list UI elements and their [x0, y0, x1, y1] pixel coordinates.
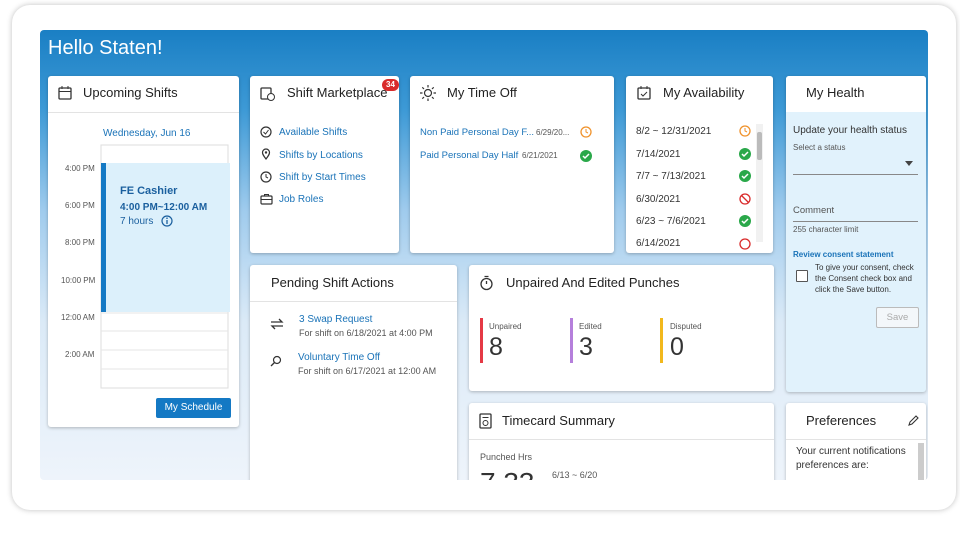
stat-bar — [570, 318, 573, 363]
timecard-icon — [479, 413, 492, 429]
consent-link[interactable]: Review consent statement — [793, 250, 894, 259]
card-title: Upcoming Shifts — [83, 85, 178, 100]
marketplace-link[interactable]: Job Roles — [279, 194, 324, 205]
upcoming-shifts-card: Upcoming Shifts Wednesday, Jun 16 4:00 P… — [48, 76, 239, 427]
time-off-item[interactable]: Paid Personal Day Half — [420, 150, 519, 161]
stat-label: Edited — [579, 322, 602, 331]
time-label: 4:00 PM — [65, 164, 95, 173]
marketplace-icon — [260, 87, 275, 101]
status-icons — [739, 125, 751, 250]
char-limit: 255 character limit — [793, 225, 859, 234]
punched-hours: 7.33 — [480, 467, 535, 480]
card-title: Preferences — [806, 413, 877, 428]
consent-checkbox[interactable] — [796, 270, 808, 282]
stat-value: 8 — [489, 333, 503, 361]
health-card: My Health Update your health status Sele… — [786, 76, 926, 392]
availability-item: 8/2 ~ 12/31/2021 — [636, 126, 712, 137]
punched-label: Punched Hrs — [480, 452, 533, 462]
timecard-card: Timecard Summary Punched Hrs 6/13 ~ 6/20… — [469, 403, 774, 480]
vto-icon — [270, 355, 282, 367]
marketplace-link[interactable]: Shifts by Locations — [279, 150, 363, 161]
time-label: 2:00 AM — [65, 350, 95, 359]
dropdown-arrow[interactable] — [905, 161, 913, 166]
shift-name: FE Cashier — [120, 185, 178, 197]
edit-icon[interactable] — [908, 415, 919, 426]
card-title: Pending Shift Actions — [271, 275, 394, 290]
preferences-card: Preferences Your current notifications p… — [786, 403, 926, 480]
time-off-date: 6/21/2021 — [522, 151, 558, 160]
stat-bar — [660, 318, 663, 363]
pending-action-detail: For shift on 6/18/2021 at 4:00 PM — [299, 328, 433, 338]
save-button[interactable]: Save — [876, 307, 919, 328]
scrollbar[interactable] — [756, 124, 763, 242]
calendar-icon — [58, 86, 72, 100]
card-title: Unpaired And Edited Punches — [506, 275, 680, 290]
shift-duration: 7 hours — [120, 216, 154, 227]
pending-action-detail: For shift on 6/17/2021 at 12:00 AM — [298, 366, 437, 376]
schedule-date: Wednesday, Jun 16 — [103, 128, 191, 139]
my-schedule-button[interactable]: My Schedule — [156, 398, 231, 418]
health-prompt: Update your health status — [793, 125, 907, 136]
card-title: My Availability — [663, 85, 745, 100]
availability-item: 6/23 ~ 7/6/2021 — [636, 216, 706, 227]
preferences-text: Your current notifications preferences a… — [796, 446, 906, 471]
stat-value: 0 — [670, 333, 684, 361]
pending-action-link[interactable]: 3 Swap Request — [299, 314, 373, 325]
stat-bar — [480, 318, 483, 363]
availability-item: 6/14/2021 — [636, 238, 681, 249]
card-title: Shift Marketplace — [287, 85, 388, 100]
calendar-check-icon — [637, 86, 651, 100]
swap-icon — [270, 318, 284, 330]
availability-card: My Availability 8/2 ~ 12/31/2021 7/14/20… — [626, 76, 773, 253]
pending-icon — [580, 126, 592, 138]
time-off-card: My Time Off Non Paid Personal Day F... 6… — [410, 76, 614, 253]
shift-time: 4:00 PM~12:00 AM — [120, 202, 208, 213]
stopwatch-icon — [480, 275, 493, 291]
availability-item: 7/7 ~ 7/13/2021 — [636, 171, 706, 182]
info-icon[interactable] — [161, 215, 173, 227]
marketplace-link[interactable]: Shift by Start Times — [279, 172, 366, 183]
pending-actions-card: Pending Shift Actions 3 Swap Request For… — [250, 265, 457, 480]
time-label: 12:00 AM — [61, 313, 95, 322]
shift-block[interactable] — [101, 163, 230, 312]
shift-marketplace-card: Shift Marketplace 34 Available Shifts Sh… — [250, 76, 399, 253]
pending-action-link[interactable]: Voluntary Time Off — [298, 352, 381, 363]
stat-value: 3 — [579, 333, 593, 361]
clock-icon — [260, 171, 272, 183]
card-title: My Time Off — [447, 85, 517, 100]
period-range: 6/13 ~ 6/20 — [552, 470, 598, 480]
screen: Hello Staten! Upcoming Shifts Wednesday,… — [40, 30, 928, 480]
greeting: Hello Staten! — [48, 37, 163, 59]
marketplace-link[interactable]: Available Shifts — [279, 127, 348, 138]
time-label: 8:00 PM — [65, 238, 95, 247]
punches-card: Unpaired And Edited Punches Unpaired 8 E… — [469, 265, 774, 391]
comment-input[interactable] — [793, 221, 918, 222]
check-icon — [260, 126, 272, 138]
briefcase-icon — [260, 194, 273, 205]
availability-item: 6/30/2021 — [636, 194, 681, 205]
time-label: 6:00 PM — [65, 201, 95, 210]
comment-label: Comment — [793, 205, 835, 216]
sun-icon — [420, 85, 436, 101]
consent-text: To give your consent, check the Consent … — [815, 263, 914, 294]
stat-label: Disputed — [670, 322, 702, 331]
badge: 34 — [382, 79, 399, 91]
stat-label: Unpaired — [489, 322, 522, 331]
time-label: 10:00 PM — [61, 276, 96, 285]
scrollbar[interactable] — [918, 443, 924, 480]
status-select[interactable] — [793, 174, 918, 175]
location-icon — [261, 148, 271, 160]
card-title: Timecard Summary — [502, 413, 615, 428]
time-off-item[interactable]: Non Paid Personal Day F... — [420, 127, 535, 138]
approved-icon — [580, 150, 592, 162]
select-label: Select a status — [793, 143, 846, 152]
card-title: My Health — [806, 85, 865, 100]
availability-item: 7/14/2021 — [636, 149, 681, 160]
time-off-date: 6/29/20... — [536, 128, 570, 137]
